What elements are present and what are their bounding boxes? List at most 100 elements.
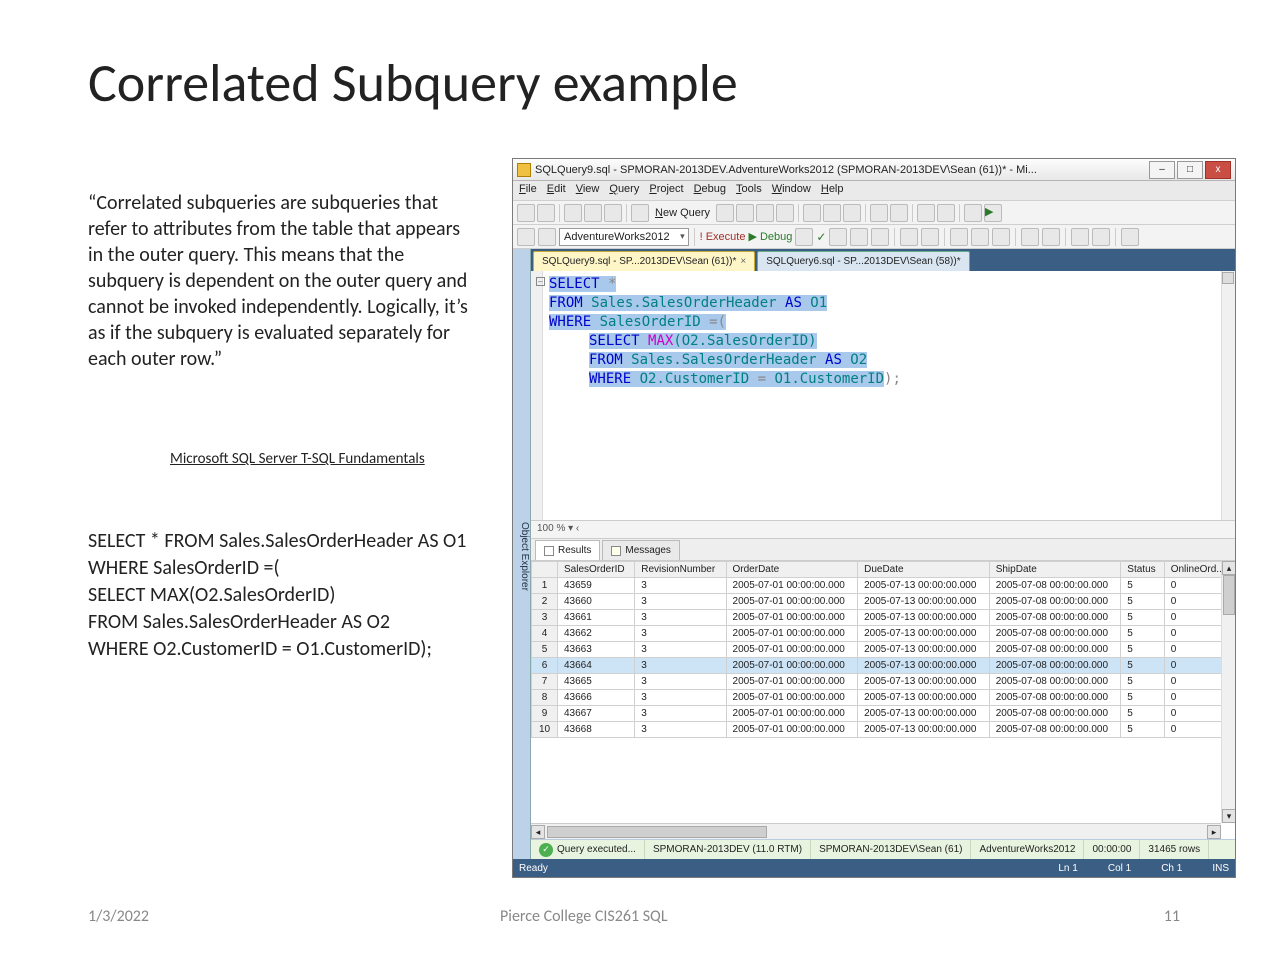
menu-query[interactable]: Query xyxy=(609,183,639,195)
scroll-right-icon[interactable]: ▸ xyxy=(1207,825,1221,839)
table-row[interactable]: 64366432005-07-01 00:00:00.0002005-07-13… xyxy=(532,658,1235,674)
scroll-down-icon[interactable]: ▾ xyxy=(1222,809,1235,823)
toolbar-icon[interactable] xyxy=(992,228,1010,246)
toolbar-icon[interactable] xyxy=(517,228,535,246)
cell: 2005-07-08 00:00:00.000 xyxy=(989,626,1121,642)
scroll-left-icon[interactable]: ◂ xyxy=(531,825,545,839)
scroll-up-icon[interactable]: ▴ xyxy=(1222,561,1235,575)
execute-button[interactable]: ! Execute xyxy=(700,231,746,243)
column-header[interactable]: ShipDate xyxy=(989,562,1121,578)
toolbar-icon[interactable] xyxy=(1042,228,1060,246)
cell: 5 xyxy=(1121,610,1164,626)
toolbar-icon[interactable] xyxy=(971,228,989,246)
grid-hscrollbar[interactable]: ◂ ▸ xyxy=(531,823,1221,839)
menu-project[interactable]: Project xyxy=(649,183,683,195)
toolbar-icon[interactable] xyxy=(850,228,868,246)
sql-editor[interactable]: – SELECT * FROM Sales.SalesOrderHeader A… xyxy=(531,271,1235,521)
tab-results[interactable]: Results xyxy=(535,540,600,560)
column-header[interactable]: DueDate xyxy=(858,562,990,578)
cell: 2005-07-01 00:00:00.000 xyxy=(726,642,858,658)
toolbar-icon[interactable] xyxy=(921,228,939,246)
menu-help[interactable]: Help xyxy=(821,183,844,195)
toolbar-icon[interactable] xyxy=(736,204,754,222)
sql-code[interactable]: SELECT * FROM Sales.SalesOrderHeader AS … xyxy=(549,275,1221,389)
toolbar-icon[interactable] xyxy=(871,228,889,246)
toolbar-icon[interactable] xyxy=(716,204,734,222)
toolbar-icon[interactable] xyxy=(900,228,918,246)
table-row[interactable]: 74366532005-07-01 00:00:00.0002005-07-13… xyxy=(532,674,1235,690)
indent-icon[interactable] xyxy=(1071,228,1089,246)
zoom-bar[interactable]: 100 % ▾ ‹ xyxy=(531,521,1235,539)
table-row[interactable]: 14365932005-07-01 00:00:00.0002005-07-13… xyxy=(532,578,1235,594)
maximize-button[interactable]: □ xyxy=(1177,161,1203,179)
menu-window[interactable]: Window xyxy=(772,183,811,195)
document-tab[interactable]: SQLQuery6.sql - SP...2013DEV\Sean (58))* xyxy=(757,251,969,271)
column-header[interactable]: Status xyxy=(1121,562,1164,578)
grid-vscrollbar[interactable]: ▴ ▾ xyxy=(1221,561,1235,823)
table-row[interactable]: 34366132005-07-01 00:00:00.0002005-07-13… xyxy=(532,610,1235,626)
menu-tools[interactable]: Tools xyxy=(736,183,762,195)
new-query-button[interactable]: New Query xyxy=(631,204,714,222)
cell: 2005-07-08 00:00:00.000 xyxy=(989,674,1121,690)
menu-file[interactable]: File xyxy=(519,183,537,195)
object-explorer-tab[interactable]: Object Explorer xyxy=(513,249,531,859)
table-row[interactable]: 84366632005-07-01 00:00:00.0002005-07-13… xyxy=(532,690,1235,706)
toolbar-icon[interactable] xyxy=(537,204,555,222)
play-icon[interactable]: ▶ xyxy=(984,204,1002,222)
tab-messages[interactable]: Messages xyxy=(602,540,680,560)
toolbar-icon[interactable] xyxy=(517,204,535,222)
column-header[interactable]: OrderDate xyxy=(726,562,858,578)
table-row[interactable]: 44366232005-07-01 00:00:00.0002005-07-13… xyxy=(532,626,1235,642)
toolbar-icon[interactable] xyxy=(756,204,774,222)
scroll-thumb[interactable] xyxy=(1223,575,1235,615)
table-row[interactable]: 24366032005-07-01 00:00:00.0002005-07-13… xyxy=(532,594,1235,610)
table-row[interactable]: 94366732005-07-01 00:00:00.0002005-07-13… xyxy=(532,706,1235,722)
toolbar-icon[interactable] xyxy=(950,228,968,246)
cut-icon[interactable] xyxy=(803,204,821,222)
paste-icon[interactable] xyxy=(843,204,861,222)
database-selector[interactable]: AdventureWorks2012 xyxy=(559,228,689,246)
split-icon[interactable] xyxy=(1222,272,1234,284)
collapse-icon[interactable]: – xyxy=(536,277,545,286)
window-titlebar[interactable]: SQLQuery9.sql - SPMORAN-2013DEV.Adventur… xyxy=(513,159,1235,181)
column-header[interactable] xyxy=(532,562,558,578)
open-icon[interactable] xyxy=(564,204,582,222)
menu-debug[interactable]: Debug xyxy=(694,183,726,195)
minimize-button[interactable]: – xyxy=(1149,161,1175,179)
toolbar-query[interactable]: AdventureWorks2012 ! Execute ▶ Debug ✓ xyxy=(513,225,1235,249)
toolbar-icon[interactable] xyxy=(776,204,794,222)
menu-view[interactable]: View xyxy=(576,183,600,195)
outdent-icon[interactable] xyxy=(1092,228,1110,246)
cell: 7 xyxy=(532,674,558,690)
tab-close-icon[interactable]: × xyxy=(740,256,746,267)
table-row[interactable]: 54366332005-07-01 00:00:00.0002005-07-13… xyxy=(532,642,1235,658)
toolbar-icon[interactable] xyxy=(937,204,955,222)
toolbar-icon[interactable] xyxy=(917,204,935,222)
redo-icon[interactable] xyxy=(890,204,908,222)
menu-edit[interactable]: Edit xyxy=(547,183,566,195)
toolbar-icon[interactable] xyxy=(1121,228,1139,246)
stop-icon[interactable] xyxy=(795,228,813,246)
check-icon[interactable]: ✓ xyxy=(816,230,826,244)
copy-icon[interactable] xyxy=(823,204,841,222)
toolbar-icon[interactable] xyxy=(964,204,982,222)
save-icon[interactable] xyxy=(584,204,602,222)
menu-bar[interactable]: File Edit View Query Project Debug Tools Window… xyxy=(513,181,1235,201)
toolbar-icon[interactable] xyxy=(538,228,556,246)
document-tab[interactable]: SQLQuery9.sql - SP...2013DEV\Sean (61))*… xyxy=(533,251,755,271)
table-row[interactable]: 104366832005-07-01 00:00:00.0002005-07-1… xyxy=(532,722,1235,738)
column-header[interactable]: RevisionNumber xyxy=(635,562,726,578)
column-header[interactable]: SalesOrderID xyxy=(558,562,635,578)
toolbar-icon[interactable] xyxy=(829,228,847,246)
editor-vscrollbar[interactable] xyxy=(1221,271,1235,520)
close-button[interactable]: x xyxy=(1205,161,1231,179)
scroll-thumb[interactable] xyxy=(547,826,767,838)
cell: 43661 xyxy=(558,610,635,626)
undo-icon[interactable] xyxy=(870,204,888,222)
toolbar-icon[interactable] xyxy=(1021,228,1039,246)
debug-button[interactable]: ▶ Debug xyxy=(748,230,792,243)
save-all-icon[interactable] xyxy=(604,204,622,222)
results-grid[interactable]: SalesOrderIDRevisionNumberOrderDateDueDa… xyxy=(531,561,1235,839)
footer-page-number: 11 xyxy=(1164,907,1180,926)
toolbar-main[interactable]: New Query ▶ xyxy=(513,201,1235,225)
